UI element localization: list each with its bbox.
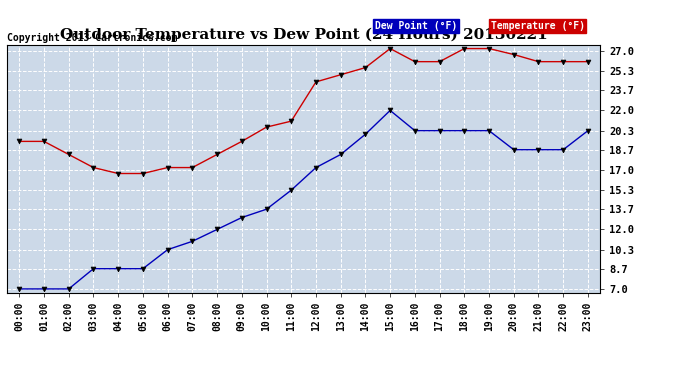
Text: Dew Point (°F): Dew Point (°F): [375, 21, 457, 32]
Text: Temperature (°F): Temperature (°F): [491, 21, 584, 32]
Text: Copyright 2013 Cartronics.com: Copyright 2013 Cartronics.com: [7, 33, 177, 42]
Title: Outdoor Temperature vs Dew Point (24 Hours) 20130221: Outdoor Temperature vs Dew Point (24 Hou…: [60, 28, 547, 42]
